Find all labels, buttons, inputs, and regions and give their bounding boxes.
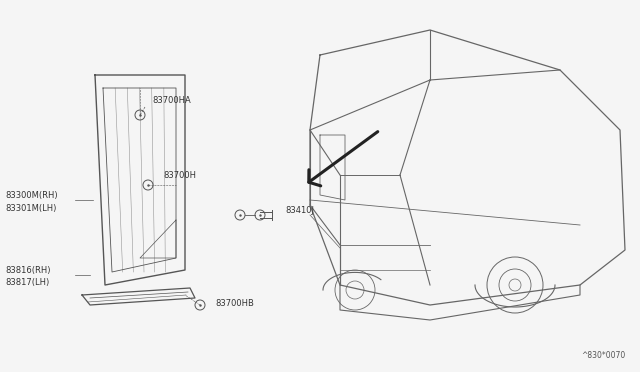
Text: 83410J: 83410J	[285, 205, 314, 215]
Text: 83700HB: 83700HB	[215, 298, 254, 308]
Text: 83301M(LH): 83301M(LH)	[5, 203, 56, 212]
Text: 83817(LH): 83817(LH)	[5, 279, 49, 288]
Text: 83700H: 83700H	[163, 170, 196, 180]
Text: ^830*0070: ^830*0070	[580, 351, 625, 360]
Text: 83300M(RH): 83300M(RH)	[5, 190, 58, 199]
Text: 83700HA: 83700HA	[152, 96, 191, 105]
Text: 83816(RH): 83816(RH)	[5, 266, 51, 275]
